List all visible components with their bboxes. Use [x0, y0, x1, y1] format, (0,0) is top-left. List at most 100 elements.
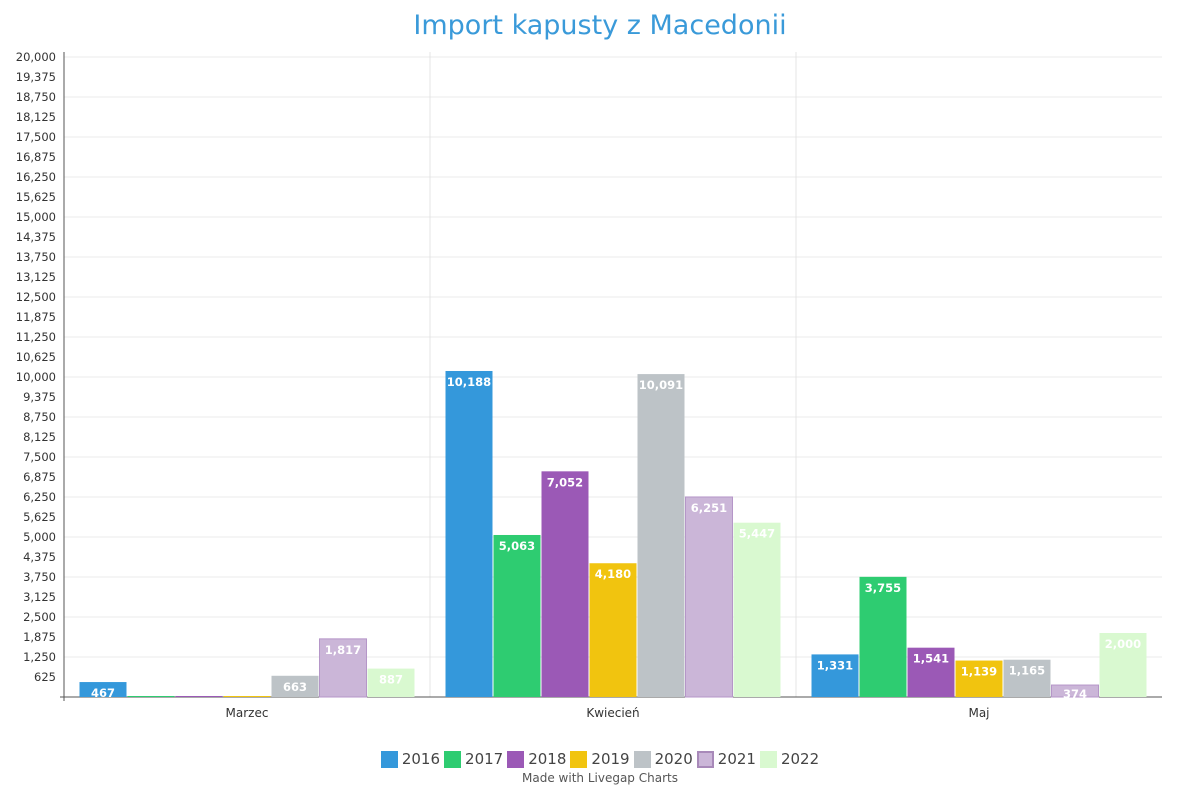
bar-2018[interactable] [541, 471, 589, 697]
chart-title: Import kapusty z Macedonii [413, 10, 787, 41]
y-tick-label: 1,875 [23, 630, 56, 644]
legend-swatch [696, 750, 714, 768]
data-label: 4,180 [595, 567, 631, 581]
bar-2019[interactable] [589, 563, 637, 697]
data-label: 5,447 [739, 527, 775, 541]
data-label: 3,755 [865, 581, 901, 595]
legend-item-2021[interactable]: 2021 [696, 750, 756, 768]
bar-2017[interactable] [493, 534, 541, 697]
y-tick-label: 19,375 [16, 70, 56, 84]
x-tick-label: Kwiecień [586, 706, 639, 720]
y-tick-label: 2,500 [23, 610, 56, 624]
y-tick-label: 5,000 [23, 530, 56, 544]
legend-swatch [633, 750, 651, 768]
x-tick-label: Maj [968, 706, 989, 720]
y-tick-label: 15,625 [16, 190, 56, 204]
data-label: 374 [1063, 687, 1087, 701]
data-label: 7,052 [547, 475, 583, 489]
y-tick-label: 11,250 [16, 330, 56, 344]
y-tick-label: 625 [34, 670, 56, 684]
legend-item-2017[interactable]: 2017 [444, 750, 503, 768]
y-tick-label: 11,875 [16, 310, 56, 324]
y-tick-label: 13,750 [16, 250, 56, 264]
y-tick-label: 14,375 [16, 230, 56, 244]
y-tick-label: 6,875 [23, 470, 56, 484]
data-label: 6,251 [691, 501, 727, 515]
y-tick-label: 10,000 [16, 370, 56, 384]
data-label: 1,139 [961, 665, 997, 679]
y-tick-label: 5,625 [23, 510, 56, 524]
data-label: 663 [283, 680, 307, 694]
data-label: 1,165 [1009, 664, 1045, 678]
legend-label: 2018 [528, 750, 567, 768]
bar-2022[interactable] [1099, 633, 1147, 697]
legend-swatch [380, 750, 398, 768]
bar-2019[interactable] [223, 696, 271, 697]
y-tick-label: 18,125 [16, 110, 56, 124]
bar-2021[interactable] [685, 496, 733, 698]
bar-2016[interactable] [811, 654, 859, 697]
legend-swatch [444, 750, 462, 768]
x-tick-label: Marzec [226, 706, 269, 720]
bar-2018[interactable] [175, 696, 223, 697]
y-tick-label: 3,750 [23, 570, 56, 584]
data-label: 1,817 [325, 643, 361, 657]
y-tick-label: 13,125 [16, 270, 56, 284]
y-tick-label: 10,625 [16, 350, 56, 364]
bar-2016[interactable] [79, 682, 127, 697]
legend-label: 2017 [465, 750, 504, 768]
y-tick-label: 1,250 [23, 650, 56, 664]
bar-2022[interactable] [367, 668, 415, 697]
bar-2016[interactable] [445, 370, 493, 697]
y-tick-label: 12,500 [16, 290, 56, 304]
bar-2018[interactable] [907, 647, 955, 697]
data-label: 10,188 [447, 375, 491, 389]
data-label: 10,091 [639, 378, 683, 392]
legend-swatch [570, 750, 588, 768]
legend-item-2018[interactable]: 2018 [507, 750, 566, 768]
bar-2020[interactable] [637, 374, 685, 697]
y-tick-label: 4,375 [23, 550, 56, 564]
bar-2022[interactable] [733, 522, 781, 697]
data-label: 467 [91, 686, 115, 700]
legend-item-2016[interactable]: 2016 [380, 750, 441, 768]
data-label: 887 [379, 673, 403, 687]
legend-swatch [507, 750, 525, 768]
legend-label: 2019 [591, 750, 630, 768]
y-tick-label: 8,125 [23, 430, 56, 444]
y-tick-label: 20,000 [16, 50, 56, 64]
bar-2019[interactable] [955, 660, 1003, 697]
legend-label: 2021 [717, 750, 756, 768]
y-tick-label: 7,500 [23, 450, 56, 464]
legend-label: 2016 [401, 750, 441, 768]
legend-item-2022[interactable]: 2022 [759, 750, 820, 768]
legend: 2016 2017 2018 2019 2020 2021 2022 [0, 750, 1200, 772]
bar-2017[interactable] [859, 576, 907, 697]
bar-2021[interactable] [319, 638, 367, 698]
bar-2017[interactable] [127, 696, 175, 697]
credit-text: Made with Livegap Charts [522, 771, 678, 785]
y-tick-label: 6,250 [23, 490, 56, 504]
y-tick-label: 16,875 [16, 150, 56, 164]
y-tick-label: 3,125 [23, 590, 56, 604]
y-tick-label: 18,750 [16, 90, 56, 104]
legend-item-2019[interactable]: 2019 [570, 750, 630, 768]
bar-2021[interactable] [1051, 684, 1099, 698]
bar-2020[interactable] [1003, 659, 1051, 697]
bar-2020[interactable] [271, 675, 319, 697]
y-tick-label: 9,375 [23, 390, 56, 404]
legend-label: 2022 [780, 750, 820, 768]
legend-swatch [759, 750, 777, 768]
y-tick-label: 8,750 [23, 410, 56, 424]
data-label: 1,541 [913, 652, 949, 666]
y-tick-label: 16,250 [16, 170, 56, 184]
data-label: 5,063 [499, 539, 535, 553]
y-tick-label: 15,000 [16, 210, 56, 224]
data-label: 2,000 [1105, 637, 1141, 651]
legend-item-2020[interactable]: 2020 [633, 750, 693, 768]
legend-label: 2020 [654, 750, 693, 768]
data-label: 1,331 [817, 658, 853, 672]
y-tick-label: 17,500 [16, 130, 56, 144]
